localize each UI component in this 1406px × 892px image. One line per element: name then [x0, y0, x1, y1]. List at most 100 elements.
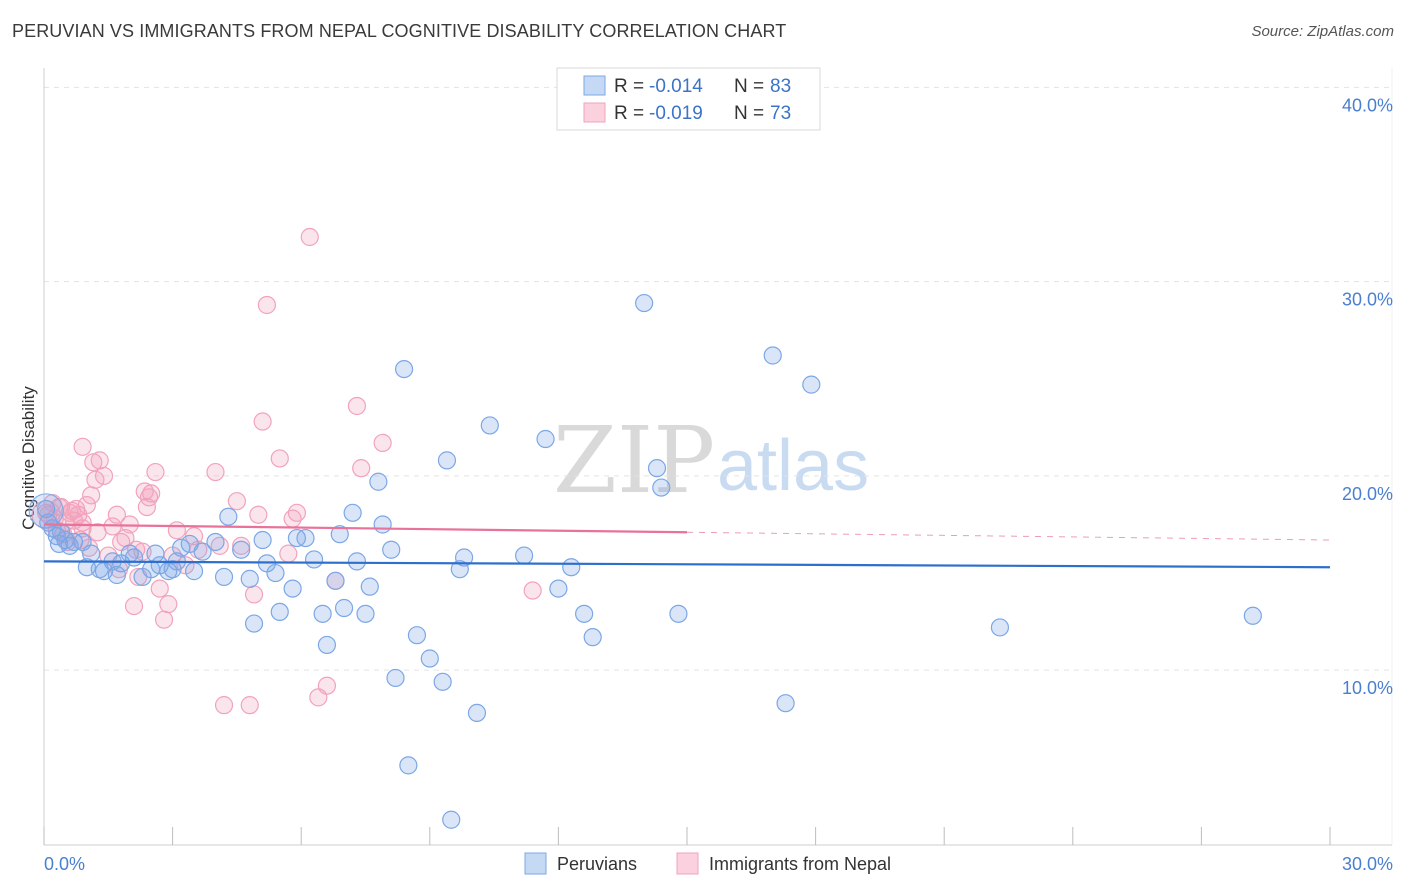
- watermark-zip: ZIP: [553, 407, 715, 514]
- peruvians-point-75: [776, 694, 795, 713]
- x-ticks: [43, 827, 1331, 845]
- peruvians-point-47: [356, 604, 375, 623]
- peruvians-point-45: [343, 503, 362, 522]
- peruvians-point-31: [244, 614, 264, 633]
- peruvians-point-48: [360, 577, 379, 596]
- peruvians-point-23: [172, 538, 191, 557]
- peruvians-point-26: [206, 532, 225, 552]
- peruvians-point-51: [382, 540, 401, 559]
- legend-bottom-label-peruvians: Peruvians: [557, 854, 637, 874]
- nepal-point-64: [373, 433, 392, 453]
- legend-r-label-1: R =: [614, 76, 644, 97]
- peruvians-point-18: [107, 565, 126, 585]
- source-label: Source: ZipAtlas.com: [1251, 23, 1394, 40]
- peruvians-point-77: [990, 618, 1010, 637]
- peruvians-point-41: [317, 635, 337, 655]
- nepal-point-67: [139, 488, 159, 507]
- nepal-point-37: [154, 610, 174, 629]
- legend-stats: R = -0.014 N = 83 R = -0.019 N = 73: [556, 67, 821, 131]
- nepal-point-53: [257, 295, 277, 315]
- nepal-point-46: [214, 696, 234, 715]
- trend-line-nepal: [43, 523, 688, 534]
- peruvians-point-20: [133, 567, 152, 587]
- legend-n-value-1: 83: [770, 76, 791, 97]
- legend-bottom-swatch-nepal: [676, 852, 699, 875]
- peruvians-point-61: [454, 548, 474, 567]
- trend-line-nepal-extrapolated: [686, 531, 1331, 541]
- peruvians-point-16: [82, 544, 101, 563]
- peruvians-point-40: [313, 604, 332, 623]
- series-immigrants-from-nepal: [31, 227, 542, 715]
- peruvians-point-44: [334, 598, 354, 618]
- nepal-point-52: [253, 412, 272, 431]
- peruvians-point-63: [480, 416, 499, 435]
- peruvians-point-46: [347, 552, 367, 571]
- peruvians-point-34: [266, 563, 285, 583]
- nepal-point-68: [88, 523, 107, 542]
- watermark-atlas: atlas: [717, 426, 869, 506]
- x-tick-label-max: 30.0%: [1342, 854, 1393, 874]
- peruvians-point-68: [575, 604, 594, 623]
- peruvians-point-79: [52, 523, 71, 542]
- nepal-point-63: [352, 459, 371, 478]
- nepal-point-48: [232, 536, 251, 555]
- nepal-point-57: [287, 503, 307, 522]
- legend-n-value-2: 73: [770, 103, 791, 124]
- peruvians-point-64: [515, 546, 534, 565]
- legend-r-value-1: -0.014: [649, 76, 703, 97]
- peruvians-point-0: [37, 499, 56, 519]
- peruvians-point-59: [442, 810, 461, 829]
- peruvians-point-65: [536, 429, 555, 449]
- peruvians-point-42: [326, 571, 345, 590]
- nepal-point-36: [150, 579, 169, 598]
- peruvians-cluster-point: [28, 493, 64, 529]
- x-tick-label-min: 0.0%: [44, 854, 85, 874]
- peruvians-point-70: [647, 459, 667, 478]
- legend-r-label-2: R =: [614, 103, 644, 124]
- peruvians-point-38: [296, 528, 315, 548]
- y-tick-label-10: 10.0%: [1342, 678, 1393, 698]
- nepal-point-47: [227, 492, 246, 511]
- legend-n-label-2: N =: [734, 103, 764, 124]
- nepal-point-22: [90, 451, 109, 470]
- peruvians-point-60: [450, 560, 469, 579]
- peruvians-point-62: [467, 703, 487, 723]
- peruvians-point-27: [214, 567, 234, 587]
- chart-title: PERUVIAN VS IMMIGRANTS FROM NEPAL COGNIT…: [12, 21, 787, 41]
- nepal-point-55: [279, 544, 298, 563]
- legend-bottom: Peruvians Immigrants from Nepal: [524, 852, 891, 875]
- legend-bottom-swatch-peruvians: [524, 852, 547, 875]
- legend-r-value-2: -0.019: [649, 103, 703, 124]
- nepal-point-49: [240, 696, 259, 715]
- peruvians-point-72: [669, 604, 688, 623]
- peruvians-point-58: [437, 451, 457, 470]
- y-tick-labels: 10.0% 20.0% 30.0% 40.0%: [1342, 95, 1393, 698]
- peruvians-point-29: [232, 540, 251, 559]
- peruvians-point-25: [193, 542, 212, 561]
- peruvians-point-54: [399, 756, 418, 775]
- legend-n-label-1: N =: [734, 76, 764, 97]
- nepal-point-44: [206, 462, 225, 482]
- y-tick-label-30: 30.0%: [1342, 290, 1393, 310]
- legend-bottom-label-nepal: Immigrants from Nepal: [709, 854, 891, 874]
- peruvians-point-69: [583, 628, 602, 647]
- peruvians-point-36: [283, 579, 302, 598]
- peruvians-point-74: [763, 346, 782, 365]
- nepal-point-51: [249, 505, 268, 524]
- series-peruvians: [28, 293, 1262, 829]
- nepal-point-23: [94, 466, 114, 486]
- nepal-point-62: [347, 396, 367, 416]
- axes: [43, 68, 1392, 846]
- legend-swatch-nepal: [583, 102, 606, 123]
- peruvians-point-39: [304, 550, 324, 569]
- peruvians-point-43: [330, 525, 349, 544]
- peruvians-point-76: [802, 375, 821, 394]
- trend-lines: [43, 523, 1331, 569]
- y-tick-label-20: 20.0%: [1342, 484, 1393, 504]
- peruvians-point-49: [369, 472, 388, 491]
- trend-line-peruvians: [43, 560, 1331, 569]
- gridlines: [44, 68, 1393, 845]
- peruvians-point-52: [386, 668, 405, 688]
- nepal-point-26: [107, 505, 126, 524]
